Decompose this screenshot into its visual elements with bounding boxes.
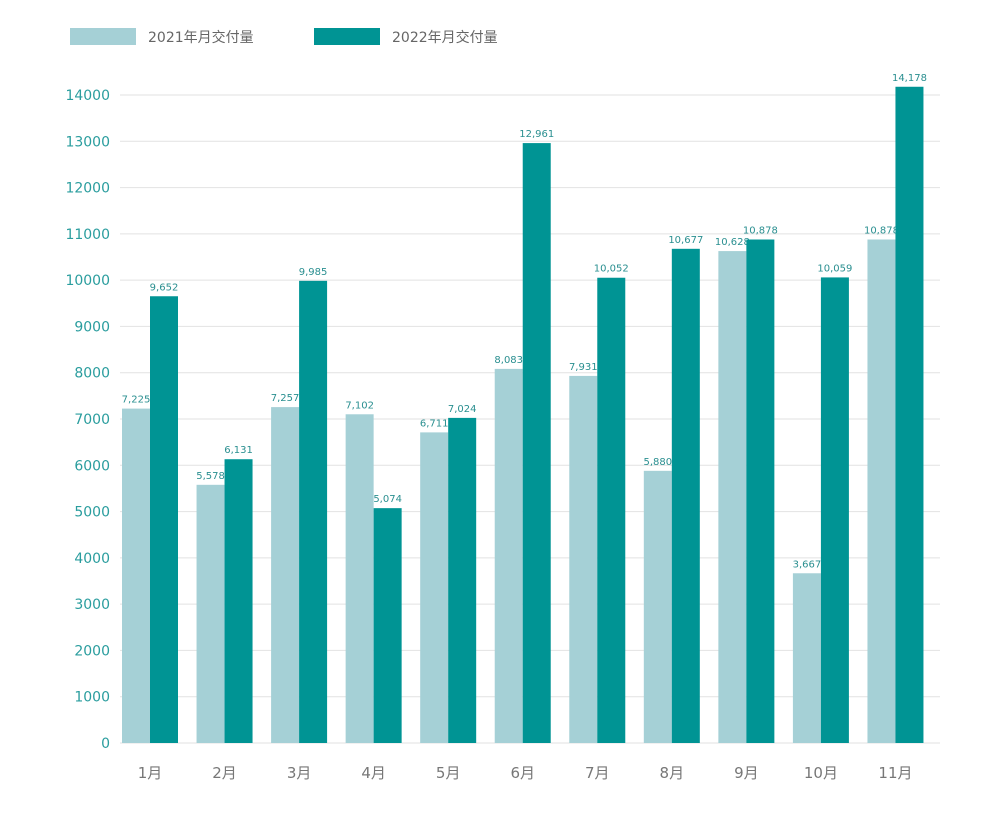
- x-tick-label: 8月: [660, 764, 685, 782]
- legend: 2021年月交付量 2022年月交付量: [70, 28, 498, 46]
- data-label: 3,667: [793, 559, 822, 570]
- data-label: 7,931: [569, 362, 598, 373]
- legend-label-2022: 2022年月交付量: [392, 29, 498, 46]
- data-label: 7,225: [122, 395, 151, 406]
- y-tick-label: 11000: [65, 227, 110, 243]
- bar: [597, 277, 626, 743]
- data-label: 8,083: [494, 355, 523, 366]
- x-tick-label: 3月: [287, 764, 312, 782]
- y-tick-label: 5000: [74, 505, 110, 521]
- data-label: 5,578: [196, 471, 225, 482]
- y-tick-label: 2000: [74, 643, 110, 659]
- data-label: 5,880: [643, 457, 672, 468]
- bar: [448, 417, 477, 743]
- x-tick-label: 11月: [878, 764, 912, 782]
- y-tick-label: 7000: [74, 412, 110, 428]
- bar: [224, 459, 253, 743]
- x-axis-ticks: 1月 2月 3月 4月 5月 6月 7月 8月 9月 10月 11月: [138, 764, 913, 782]
- y-tick-label: 10000: [65, 273, 110, 289]
- y-tick-label: 4000: [74, 551, 110, 567]
- x-tick-label: 9月: [734, 764, 759, 782]
- data-label: 14,178: [892, 73, 927, 84]
- bar: [671, 248, 700, 743]
- x-tick-label: 1月: [138, 764, 163, 782]
- data-label: 6,131: [224, 445, 253, 456]
- y-tick-label: 6000: [74, 458, 110, 474]
- y-tick-label: 9000: [74, 319, 110, 335]
- bar: [299, 280, 328, 743]
- x-tick-label: 6月: [510, 764, 535, 782]
- y-tick-label: 1000: [74, 690, 110, 706]
- y-tick-label: 12000: [65, 181, 110, 197]
- data-label: 10,878: [743, 226, 778, 237]
- bar: [122, 408, 150, 743]
- bar: [196, 484, 225, 743]
- y-axis-ticks: 0 1000 2000 3000 4000 5000 6000 7000 8000 9000 100…: [65, 88, 110, 752]
- legend-swatch-2022: [314, 28, 380, 45]
- legend-label-2021: 2021年月交付量: [148, 29, 254, 46]
- y-tick-label: 14000: [65, 88, 110, 104]
- bar: [895, 86, 924, 743]
- data-label: 10,052: [594, 264, 629, 275]
- bars: 7,225 9,652 5,578 6,131 7,257 9,985 7,102 5,074…: [122, 73, 927, 744]
- data-label: 10,878: [864, 226, 899, 237]
- bar: [373, 508, 402, 743]
- data-label: 6,711: [420, 418, 449, 429]
- bar: [150, 296, 178, 743]
- data-label: 10,628: [715, 237, 750, 248]
- x-tick-label: 7月: [585, 764, 610, 782]
- bar: [643, 470, 672, 743]
- data-label: 7,024: [448, 404, 477, 415]
- y-tick-label: 3000: [74, 597, 110, 613]
- data-label: 12,961: [519, 129, 554, 140]
- bar: [420, 432, 449, 743]
- data-label: 9,985: [299, 267, 328, 278]
- bar: [345, 414, 374, 743]
- bar: [820, 277, 849, 743]
- data-label: 10,059: [817, 263, 852, 274]
- bar: [522, 143, 551, 744]
- y-tick-label: 8000: [74, 366, 110, 382]
- data-label: 7,257: [271, 393, 300, 404]
- data-label: 10,677: [668, 235, 703, 246]
- x-tick-label: 2月: [212, 764, 237, 782]
- x-tick-label: 4月: [361, 764, 386, 782]
- legend-swatch-2021: [70, 28, 136, 45]
- bar: [271, 407, 300, 743]
- bar: [494, 368, 523, 743]
- data-label: 5,074: [373, 494, 402, 505]
- bar: [569, 375, 598, 743]
- x-tick-label: 10月: [804, 764, 838, 782]
- y-tick-label: 0: [101, 736, 110, 752]
- bar: [792, 573, 821, 743]
- bar: [746, 239, 775, 743]
- data-label: 9,652: [150, 282, 179, 293]
- data-label: 7,102: [345, 400, 374, 411]
- bar: [718, 251, 747, 743]
- x-tick-label: 5月: [436, 764, 461, 782]
- bar: [867, 239, 896, 743]
- y-tick-label: 13000: [65, 134, 110, 150]
